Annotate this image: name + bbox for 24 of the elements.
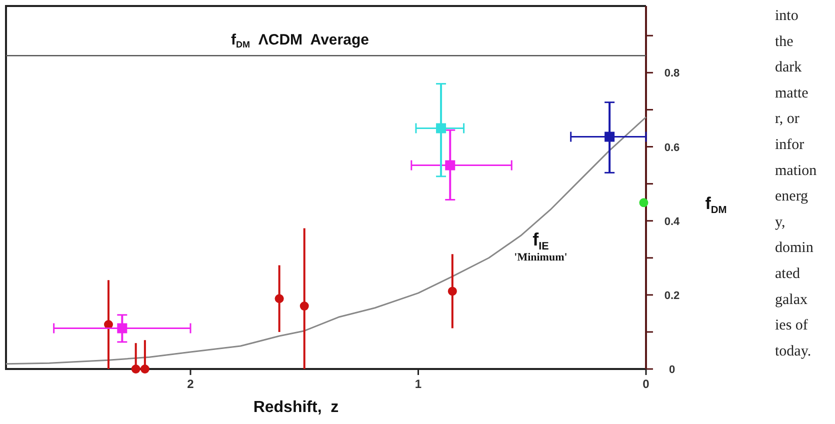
x-tick-label: 0	[642, 377, 650, 391]
point	[445, 160, 456, 170]
text: into the dark matter, or information energy, dominated galaxies of today.	[775, 8, 817, 360]
point	[639, 198, 648, 208]
y-tick-label: 0.8	[664, 68, 680, 80]
x-tick-label: 2	[187, 377, 194, 391]
ref-line-label: f$_{DM}$ ΛCDM Average	[231, 32, 369, 50]
y-tick-label: 0	[668, 364, 676, 376]
x-axis-title: Redshift, z	[253, 399, 339, 416]
point	[448, 286, 457, 296]
y-tick-label: 0.6	[664, 142, 680, 154]
y-tick-label: 0.2	[664, 290, 680, 302]
point	[131, 364, 140, 374]
x-tick-label: 1	[414, 377, 422, 391]
point	[117, 323, 128, 334]
point	[140, 364, 150, 374]
y-axis-title: f$_{DM}$	[705, 194, 727, 216]
y-tick-label: 0.4	[664, 216, 681, 228]
point	[436, 123, 446, 134]
line-series	[5, 116, 647, 365]
point	[604, 132, 615, 142]
annotation: f$_{IE}$ 'Minimum'	[514, 230, 568, 264]
point	[300, 302, 309, 311]
point	[274, 294, 284, 304]
